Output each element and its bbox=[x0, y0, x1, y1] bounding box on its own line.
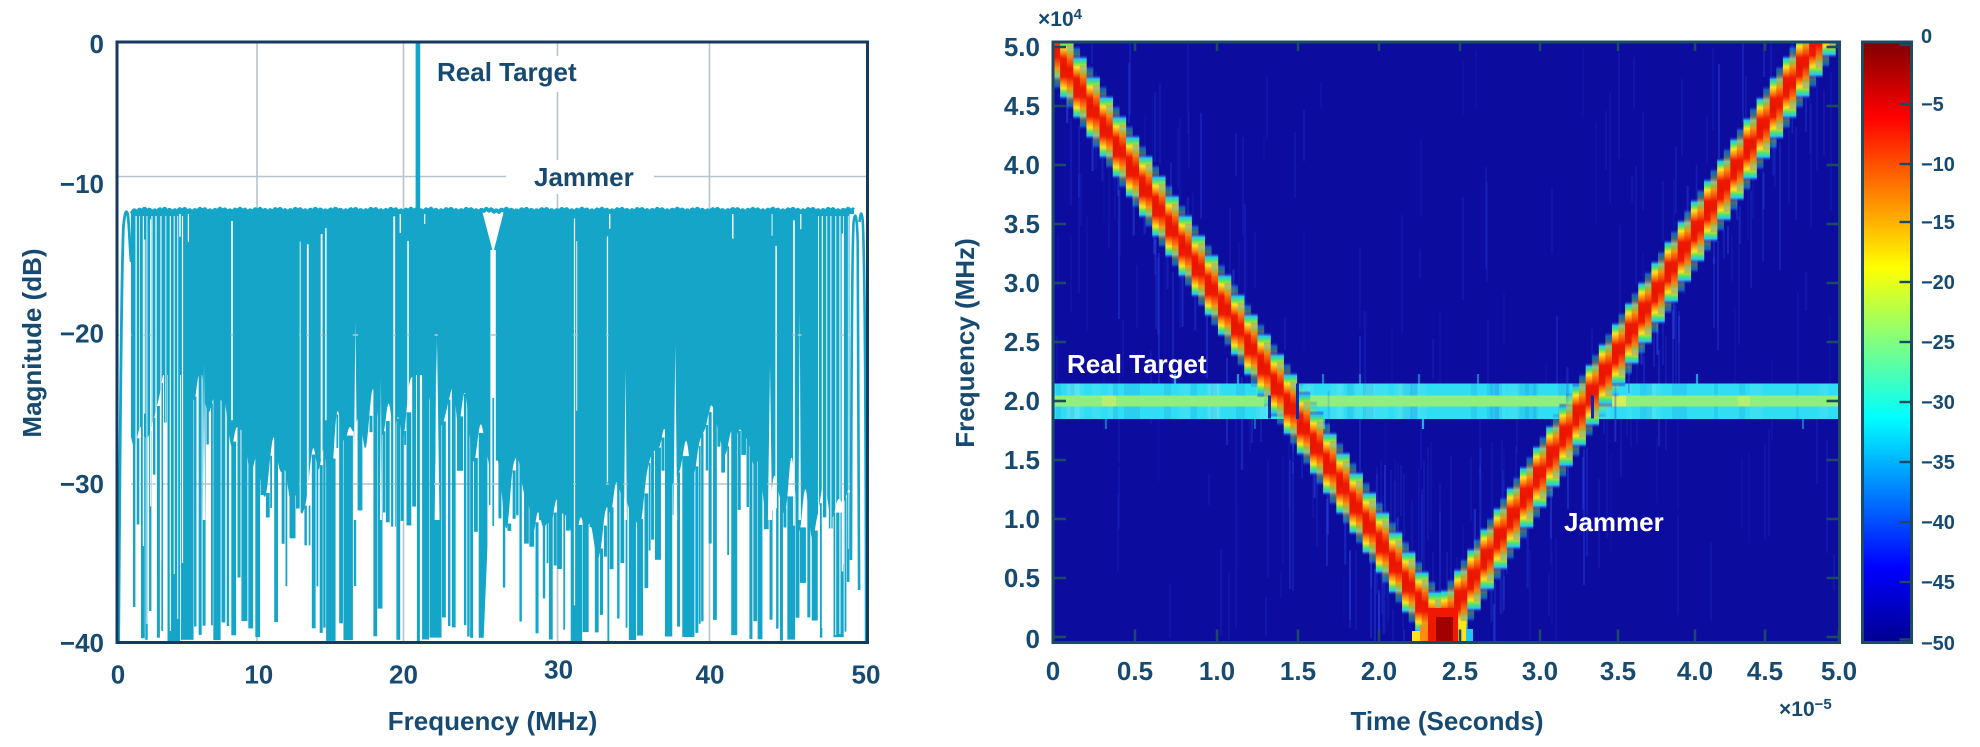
svg-text:3.5: 3.5 bbox=[1600, 656, 1636, 686]
svg-text:−25: −25 bbox=[1921, 332, 1955, 354]
svg-text:Time (Seconds): Time (Seconds) bbox=[1350, 706, 1543, 736]
svg-text:3.0: 3.0 bbox=[1522, 656, 1558, 686]
svg-text:5.0: 5.0 bbox=[1004, 32, 1040, 62]
svg-text:−50: −50 bbox=[1921, 633, 1955, 655]
svg-text:0: 0 bbox=[1046, 656, 1060, 686]
svg-text:3.0: 3.0 bbox=[1004, 268, 1040, 298]
svg-text:40: 40 bbox=[696, 660, 725, 690]
svg-text:1.5: 1.5 bbox=[1004, 445, 1040, 475]
svg-text:Real Target: Real Target bbox=[1067, 349, 1207, 379]
svg-text:1.0: 1.0 bbox=[1004, 504, 1040, 534]
svg-text:2.5: 2.5 bbox=[1004, 327, 1040, 357]
svg-text:−10: −10 bbox=[1921, 154, 1955, 176]
svg-text:0.5: 0.5 bbox=[1004, 563, 1040, 593]
svg-text:2.0: 2.0 bbox=[1004, 386, 1040, 416]
svg-text:30: 30 bbox=[544, 655, 573, 685]
svg-text:1.0: 1.0 bbox=[1199, 656, 1235, 686]
svg-text:−15: −15 bbox=[1921, 212, 1955, 234]
svg-text:2.5: 2.5 bbox=[1442, 656, 1478, 686]
svg-text:10: 10 bbox=[244, 660, 273, 690]
svg-text:−35: −35 bbox=[1921, 452, 1955, 474]
svg-text:−40: −40 bbox=[1921, 512, 1955, 534]
svg-text:0.5: 0.5 bbox=[1117, 656, 1153, 686]
svg-text:−30: −30 bbox=[60, 469, 104, 499]
svg-text:50: 50 bbox=[852, 660, 881, 690]
svg-text:Jammer: Jammer bbox=[1564, 507, 1664, 537]
svg-text:Real Target: Real Target bbox=[437, 57, 577, 87]
svg-text:3.5: 3.5 bbox=[1004, 209, 1040, 239]
svg-text:0: 0 bbox=[111, 660, 125, 690]
svg-text:−40: −40 bbox=[60, 628, 104, 658]
svg-text:−5: −5 bbox=[1921, 94, 1944, 116]
svg-text:2.0: 2.0 bbox=[1361, 656, 1397, 686]
svg-text:Magnitude (dB): Magnitude (dB) bbox=[17, 248, 47, 437]
svg-text:0: 0 bbox=[1026, 624, 1040, 654]
svg-text:1.5: 1.5 bbox=[1280, 656, 1316, 686]
svg-text:4.0: 4.0 bbox=[1004, 150, 1040, 180]
svg-text:4.5: 4.5 bbox=[1004, 91, 1040, 121]
svg-text:4.5: 4.5 bbox=[1747, 656, 1783, 686]
svg-text:Frequency (MHz): Frequency (MHz) bbox=[388, 706, 597, 736]
svg-text:−20: −20 bbox=[1921, 272, 1955, 294]
svg-text:−10: −10 bbox=[60, 169, 104, 199]
svg-text:Frequency (MHz): Frequency (MHz) bbox=[950, 238, 980, 447]
svg-text:−20: −20 bbox=[60, 319, 104, 349]
svg-text:0: 0 bbox=[90, 29, 104, 59]
svg-text:−30: −30 bbox=[1921, 392, 1955, 414]
svg-text:5.0: 5.0 bbox=[1821, 656, 1857, 686]
svg-text:4.0: 4.0 bbox=[1677, 656, 1713, 686]
svg-text:20: 20 bbox=[389, 660, 418, 690]
svg-text:−45: −45 bbox=[1921, 572, 1955, 594]
svg-text:Jammer: Jammer bbox=[534, 162, 634, 192]
svg-text:0: 0 bbox=[1921, 26, 1932, 48]
